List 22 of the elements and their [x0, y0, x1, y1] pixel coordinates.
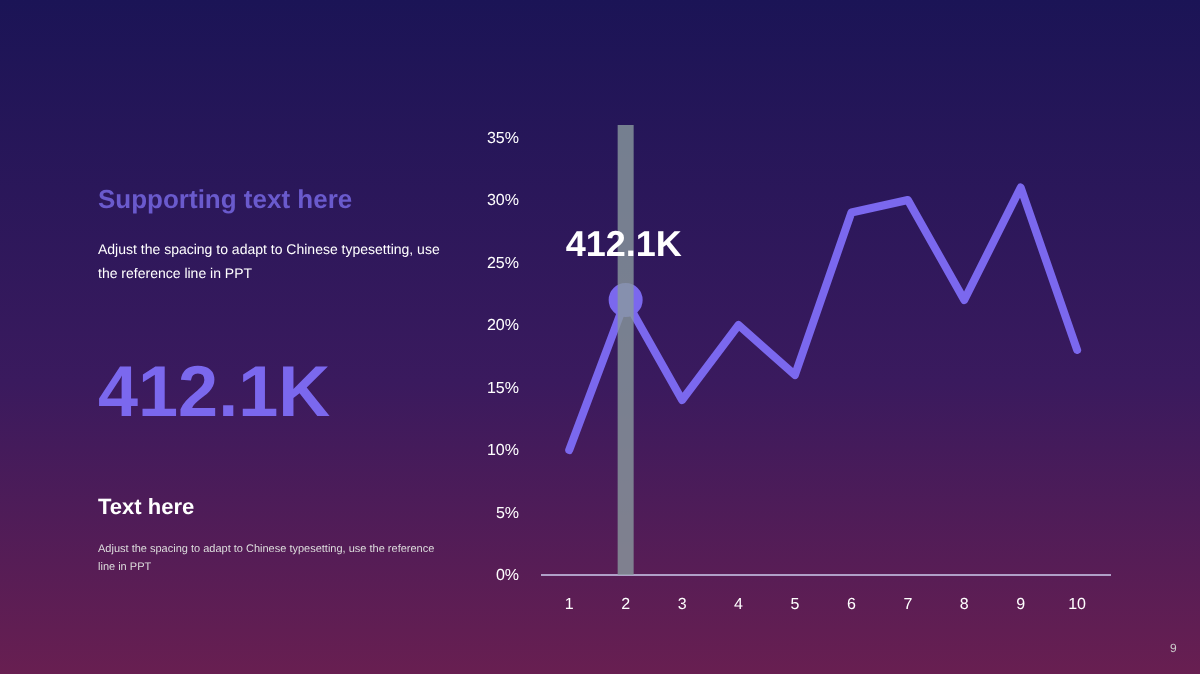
y-tick-label: 15% — [486, 378, 520, 397]
text: Text here — [98, 493, 197, 524]
x-tick-label: 6 — [846, 595, 857, 613]
x-tick-label: 10 — [1068, 595, 1088, 613]
text: Supporting text here — [98, 182, 355, 218]
x-tick-label: 3 — [677, 595, 688, 613]
y-tick-label: 35% — [486, 128, 520, 147]
y-tick-label: 25% — [486, 253, 520, 272]
x-tick-label: 5 — [790, 595, 801, 613]
x-tick-label: 1 — [564, 595, 575, 613]
y-tick-label: 5% — [495, 503, 519, 522]
x-tick-label: 8 — [959, 595, 970, 613]
y-tick-label: 10% — [486, 441, 520, 459]
x-tick-label: 4 — [734, 595, 745, 613]
annotation: 412.1K — [565, 224, 682, 264]
y-tick-label: 20% — [486, 316, 520, 334]
x-tick-label: 9 — [1016, 595, 1027, 613]
x-tick-label: 7 — [903, 595, 914, 613]
x-tick-label: 2 — [621, 595, 632, 613]
y-tick-label: 30% — [486, 191, 520, 209]
y-tick-label: 0% — [495, 566, 519, 584]
text: 412.1K — [98, 347, 333, 436]
